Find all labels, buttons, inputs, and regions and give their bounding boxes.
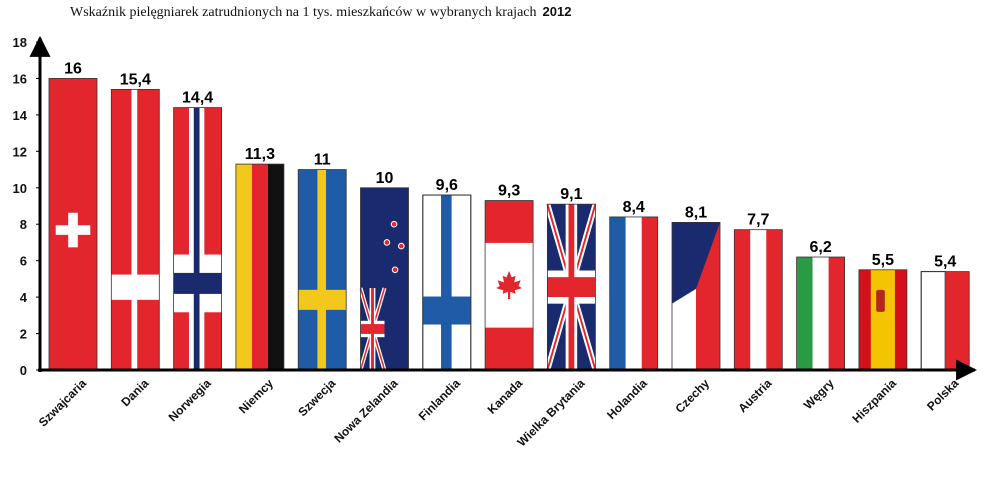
y-tick-label-9: 18 [13,35,27,50]
category-label-0: Szwajcaria [36,376,90,430]
category-label-1: Dania [118,376,151,409]
value-label-3: 11,3 [245,146,275,163]
value-label-12: 6,2 [809,239,831,256]
bar-12 [796,256,845,371]
y-tick-label-5: 10 [13,181,27,196]
bar-5 [358,187,409,371]
category-label-2: Norwegia [166,376,214,424]
bar-7 [484,200,534,371]
value-label-7: 9,3 [498,183,520,200]
y-tick-label-4: 8 [20,217,27,232]
y-tick-label-6: 12 [13,144,27,159]
bar-0 [48,78,98,371]
value-label-13: 5,5 [872,252,894,269]
category-label-7: Kanada [485,376,526,417]
category-label-8: Wielka Brytania [515,376,588,449]
category-label-12: Węgry [801,376,837,412]
y-tick-label-1: 2 [20,327,27,342]
bar-14 [920,271,970,371]
value-label-6: 9,6 [436,177,458,194]
value-label-2: 14,4 [182,90,213,107]
chart-year: 2012 [542,4,572,19]
value-label-5: 10 [376,170,394,187]
value-label-9: 8,4 [623,199,645,216]
category-label-4: Szwecja [295,376,338,419]
bar-1 [110,88,160,371]
y-tick-label-0: 0 [20,363,27,378]
y-tick-label-3: 6 [20,254,27,269]
bar-11 [733,229,783,371]
y-tick-label-8: 16 [13,71,27,86]
bar-8 [544,203,599,371]
y-tick-label-7: 14 [13,108,28,123]
value-label-4: 11 [314,152,331,169]
chart-title-text: Wskaźnik pielęgniarek zatrudnionych na 1… [70,5,537,20]
bar-6 [422,194,472,371]
category-label-14: Polska [924,376,961,413]
category-label-6: Finlandia [416,376,463,423]
value-label-14: 5,4 [934,254,956,271]
category-label-10: Czechy [673,376,713,416]
value-label-10: 8,1 [685,204,707,221]
y-tick-label-2: 4 [20,290,28,305]
value-label-8: 9,1 [560,186,582,203]
bar-3 [235,163,285,371]
category-label-5: Nowa Zelandia [331,376,401,446]
bar-9 [609,216,659,371]
category-label-3: Niemcy [236,376,276,416]
category-label-11: Austria [735,376,774,415]
bar-13 [858,269,908,371]
bar-4 [297,169,347,371]
value-label-1: 15,4 [120,71,151,88]
chart-title: Wskaźnik pielęgniarek zatrudnionych na 1… [70,4,571,21]
bars [48,78,970,371]
value-label-11: 7,7 [747,212,769,229]
category-label-9: Holandia [604,376,650,422]
bar-10 [671,221,721,371]
y-axis: 0 2 4 6 8 10 12 14 16 18 [13,35,40,378]
category-label-13: Hiszpania [850,376,900,426]
value-label-0: 16 [64,60,82,77]
bar-2 [173,107,223,371]
